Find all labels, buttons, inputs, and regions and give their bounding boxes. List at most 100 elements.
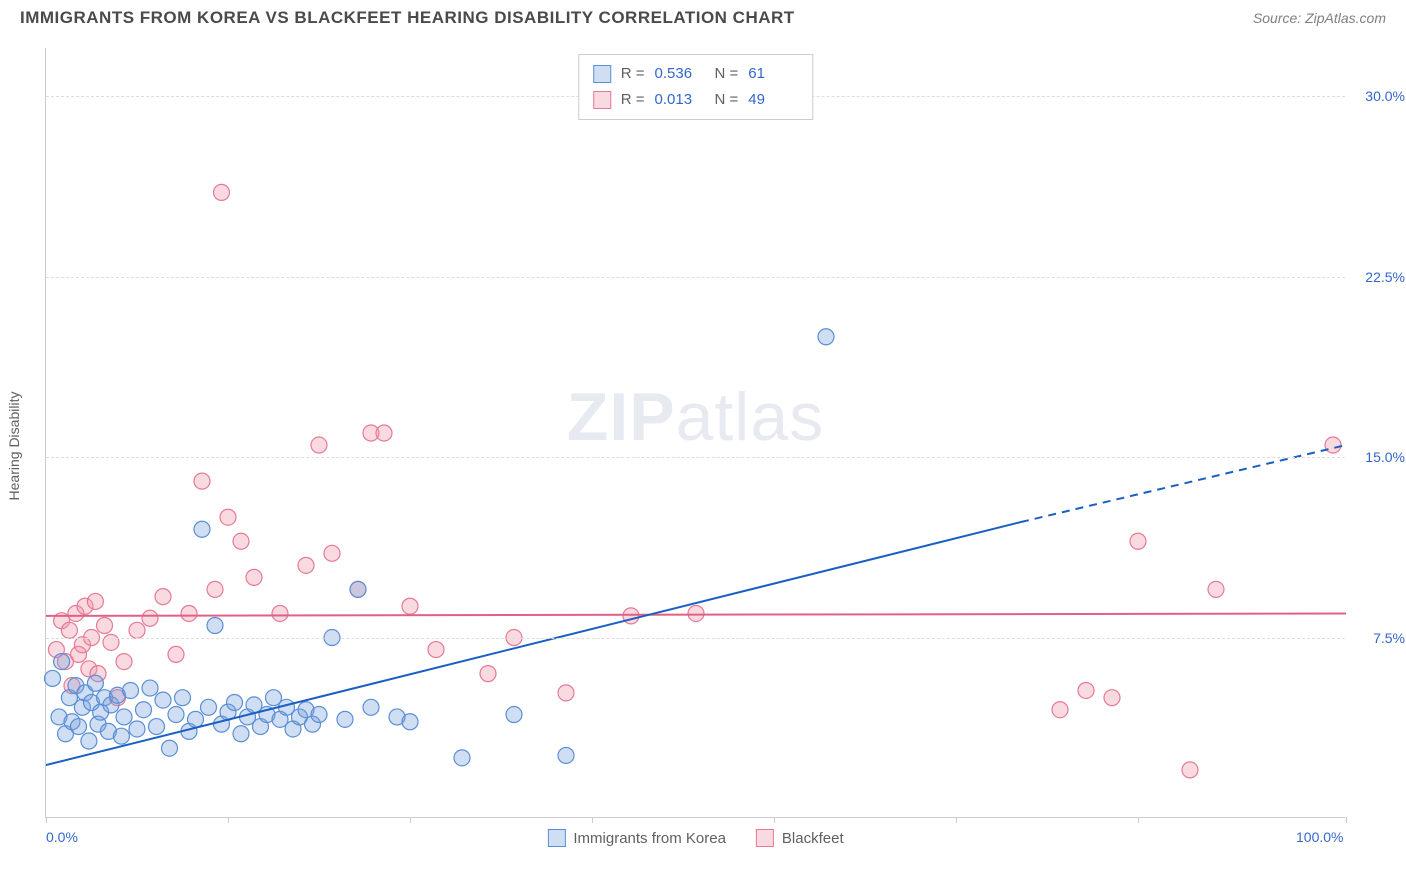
data-point bbox=[1052, 702, 1068, 718]
data-point bbox=[350, 581, 366, 597]
data-point bbox=[81, 733, 97, 749]
data-point bbox=[194, 521, 210, 537]
chart-header: IMMIGRANTS FROM KOREA VS BLACKFEET HEARI… bbox=[0, 0, 1406, 32]
data-point bbox=[214, 184, 230, 200]
data-point bbox=[506, 707, 522, 723]
y-tick-label: 22.5% bbox=[1365, 269, 1405, 285]
chart-plot-area: ZIPatlas R = 0.536 N = 61 R = 0.013 N = … bbox=[45, 48, 1345, 818]
data-point bbox=[181, 605, 197, 621]
x-tick-mark bbox=[1346, 817, 1347, 823]
data-point bbox=[324, 545, 340, 561]
data-point bbox=[129, 721, 145, 737]
data-point bbox=[1325, 437, 1341, 453]
data-point bbox=[207, 581, 223, 597]
data-point bbox=[246, 569, 262, 585]
data-point bbox=[558, 685, 574, 701]
data-point bbox=[818, 329, 834, 345]
x-tick-mark bbox=[228, 817, 229, 823]
legend-bottom: Immigrants from Korea Blackfeet bbox=[547, 829, 843, 847]
data-point bbox=[123, 682, 139, 698]
data-point bbox=[227, 695, 243, 711]
legend-swatch-icon bbox=[547, 829, 565, 847]
x-tick-mark bbox=[46, 817, 47, 823]
data-point bbox=[558, 747, 574, 763]
x-tick-mark bbox=[592, 817, 593, 823]
data-point bbox=[233, 726, 249, 742]
data-point bbox=[136, 702, 152, 718]
data-point bbox=[480, 666, 496, 682]
chart-source: Source: ZipAtlas.com bbox=[1253, 10, 1386, 26]
legend-stat-row: R = 0.013 N = 49 bbox=[593, 87, 799, 113]
gridline bbox=[46, 277, 1345, 278]
y-tick-label: 30.0% bbox=[1365, 88, 1405, 104]
data-point bbox=[87, 675, 103, 691]
data-point bbox=[207, 618, 223, 634]
data-point bbox=[113, 728, 129, 744]
legend-label: Immigrants from Korea bbox=[573, 830, 726, 847]
data-point bbox=[87, 593, 103, 609]
data-point bbox=[168, 707, 184, 723]
data-point bbox=[298, 557, 314, 573]
data-point bbox=[168, 646, 184, 662]
data-point bbox=[233, 533, 249, 549]
x-tick-mark bbox=[774, 817, 775, 823]
data-point bbox=[155, 692, 171, 708]
x-tick-mark bbox=[1138, 817, 1139, 823]
data-point bbox=[1130, 533, 1146, 549]
data-point bbox=[188, 711, 204, 727]
data-point bbox=[162, 740, 178, 756]
x-tick-label: 0.0% bbox=[46, 829, 78, 845]
data-point bbox=[272, 605, 288, 621]
regression-line bbox=[46, 613, 1346, 615]
data-point bbox=[1104, 690, 1120, 706]
data-point bbox=[97, 618, 113, 634]
data-point bbox=[428, 642, 444, 658]
data-point bbox=[175, 690, 191, 706]
legend-swatch-icon bbox=[756, 829, 774, 847]
y-tick-label: 15.0% bbox=[1365, 449, 1405, 465]
data-point bbox=[54, 654, 70, 670]
data-point bbox=[71, 719, 87, 735]
legend-label: Blackfeet bbox=[782, 830, 844, 847]
data-point bbox=[116, 709, 132, 725]
data-point bbox=[363, 699, 379, 715]
data-point bbox=[149, 719, 165, 735]
data-point bbox=[402, 714, 418, 730]
data-point bbox=[1182, 762, 1198, 778]
legend-item: Blackfeet bbox=[756, 829, 844, 847]
data-point bbox=[311, 707, 327, 723]
data-point bbox=[220, 509, 236, 525]
y-axis-label: Hearing Disability bbox=[6, 392, 22, 501]
gridline bbox=[46, 457, 1345, 458]
data-point bbox=[402, 598, 418, 614]
data-point bbox=[1078, 682, 1094, 698]
data-point bbox=[142, 610, 158, 626]
regression-line bbox=[46, 522, 1021, 765]
data-point bbox=[311, 437, 327, 453]
legend-swatch-icon bbox=[593, 91, 611, 109]
data-point bbox=[155, 589, 171, 605]
gridline bbox=[46, 638, 1345, 639]
legend-item: Immigrants from Korea bbox=[547, 829, 726, 847]
data-point bbox=[194, 473, 210, 489]
chart-title: IMMIGRANTS FROM KOREA VS BLACKFEET HEARI… bbox=[20, 8, 795, 28]
data-point bbox=[116, 654, 132, 670]
data-point bbox=[337, 711, 353, 727]
x-tick-label: 100.0% bbox=[1296, 829, 1343, 845]
data-point bbox=[201, 699, 217, 715]
data-point bbox=[1208, 581, 1224, 597]
scatter-svg bbox=[46, 48, 1345, 817]
data-point bbox=[142, 680, 158, 696]
data-point bbox=[688, 605, 704, 621]
x-tick-mark bbox=[956, 817, 957, 823]
data-point bbox=[454, 750, 470, 766]
x-tick-mark bbox=[410, 817, 411, 823]
y-tick-label: 7.5% bbox=[1373, 630, 1405, 646]
legend-stats-box: R = 0.536 N = 61 R = 0.013 N = 49 bbox=[578, 54, 814, 120]
legend-stat-row: R = 0.536 N = 61 bbox=[593, 61, 799, 87]
data-point bbox=[129, 622, 145, 638]
data-point bbox=[61, 622, 77, 638]
data-point bbox=[376, 425, 392, 441]
data-point bbox=[45, 670, 61, 686]
legend-swatch-icon bbox=[593, 65, 611, 83]
